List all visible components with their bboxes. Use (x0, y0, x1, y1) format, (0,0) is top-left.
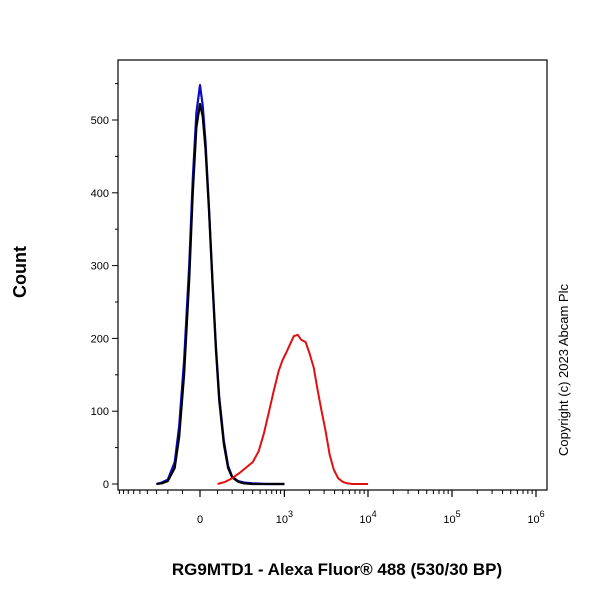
x-tick-label: 104 (359, 509, 376, 526)
y-axis: 0 100 200 300 400 500 (91, 83, 118, 491)
x-tick-label: 103 (276, 509, 293, 526)
y-tick-label: 0 (103, 479, 109, 491)
histogram-series-2 (156, 102, 285, 486)
y-tick-label: 100 (91, 406, 109, 418)
x-tick-exponent: 6 (540, 509, 545, 519)
y-tick-label: 200 (91, 333, 109, 345)
x-tick-exponent: 4 (372, 509, 377, 519)
copyright-annotation: Copyright (c) 2023 Abcam Plc (556, 284, 571, 456)
histogram-series-3 (217, 333, 368, 485)
series-layer (156, 83, 368, 486)
x-axis: 0 103 104 105 106 (118, 490, 545, 526)
x-axis-title: RG9MTD1 - Alexa Fluor® 488 (530/30 BP) (172, 560, 502, 579)
y-tick-label: 400 (91, 188, 109, 200)
y-tick-label: 300 (91, 261, 109, 273)
y-axis-title: Count (10, 246, 30, 298)
x-tick-exponent: 5 (456, 509, 461, 519)
x-tick-label: 106 (527, 509, 544, 526)
y-tick-label: 500 (91, 115, 109, 127)
x-tick-exponent: 3 (288, 509, 293, 519)
plot-frame (117, 59, 548, 491)
x-tick-label: 0 (197, 514, 203, 526)
x-tick-label: 105 (443, 509, 460, 526)
